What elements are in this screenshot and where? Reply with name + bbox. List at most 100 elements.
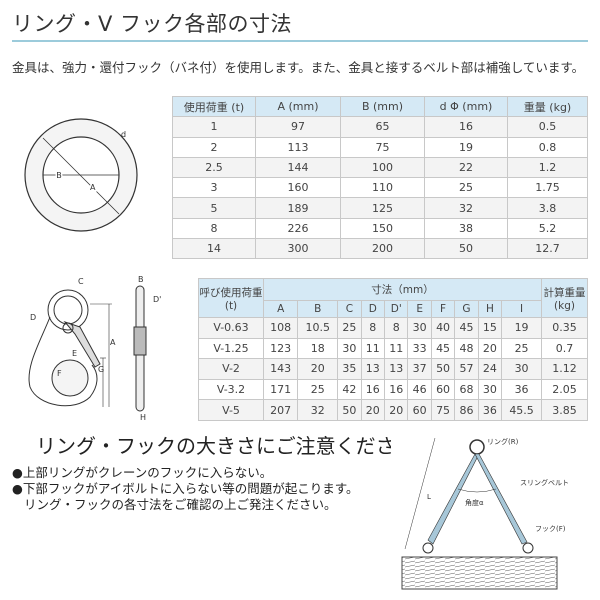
table-cell: 38	[424, 217, 508, 240]
ring-dimension-table: 使用荷重 (t) A (mm) B (mm) d Φ (mm) 重量 (kg) …	[172, 95, 588, 260]
dim-col-header: F	[430, 300, 456, 318]
table-cell: 12.7	[507, 238, 588, 260]
table-cell: 11	[360, 337, 386, 360]
table-row: V-2 143 20 35 13 13 37 50 57 24 30 1.12	[198, 358, 588, 380]
table-cell: V-1.25	[198, 337, 264, 360]
table-cell: 2.05	[541, 378, 588, 401]
hook-diagram: C D E F G A B D' H	[28, 275, 161, 422]
table-cell: 113	[255, 136, 341, 158]
table-cell: 18	[297, 337, 339, 360]
table-cell: 32	[297, 399, 339, 421]
table-cell: 0.8	[507, 136, 588, 158]
table-cell: 42	[337, 378, 362, 401]
table-cell: 1.2	[507, 156, 588, 179]
hook-label-h: H	[140, 413, 146, 422]
col-header: 使用荷重 (t)	[172, 95, 256, 118]
table-cell: V-3.2	[198, 378, 264, 401]
dim-col-header: D	[360, 300, 386, 318]
table-cell: 171	[262, 378, 299, 401]
table-cell: 25	[424, 177, 508, 199]
table-cell: 16	[384, 378, 409, 401]
table-cell: 22	[424, 156, 508, 179]
dim-col-header: H	[477, 300, 503, 318]
notice-bullet: ●上部リングがクレーンのフックに入らない。	[12, 465, 273, 480]
ring-label-b: B	[56, 171, 62, 180]
table-cell: 37	[407, 358, 432, 380]
table-row: 1 97 65 16 0.5	[172, 116, 588, 138]
load-header-unit: (t)	[224, 299, 238, 312]
table-cell: 2.5	[172, 156, 256, 179]
table-cell: 8	[172, 217, 256, 240]
table-cell: 30	[407, 317, 432, 339]
page-title: リング・V フック各部の寸法	[12, 12, 293, 36]
table-row: V-0.63 108 10.5 25 8 8 30 40 45 15 19 0.35	[198, 317, 588, 339]
table-cell: 2	[172, 136, 256, 158]
table-cell: 3.8	[507, 197, 588, 219]
weight-header-unit: (kg)	[554, 299, 575, 312]
table-cell: 35	[337, 358, 362, 380]
table-cell: 25	[337, 317, 362, 339]
table-cell: 150	[340, 217, 425, 240]
ring-diagram: B A d	[24, 118, 138, 232]
table-cell: 0.5	[507, 116, 588, 138]
dim-col-header: B	[297, 300, 339, 318]
weight-header: 計算重量 (kg)	[541, 278, 588, 318]
table-cell: 75	[340, 136, 425, 158]
table-cell: 60	[430, 378, 456, 401]
table-cell: 123	[262, 337, 299, 360]
table-cell: 189	[255, 197, 341, 219]
table-cell: 48	[454, 337, 479, 360]
dim-col-header: C	[337, 300, 362, 318]
table-cell: 226	[255, 217, 341, 240]
table-cell: V-2	[198, 358, 264, 380]
table-cell: 125	[340, 197, 425, 219]
table-cell: 65	[340, 116, 425, 138]
table-cell: 19	[501, 317, 542, 339]
title-divider	[12, 40, 588, 42]
table-cell: 40	[430, 317, 456, 339]
table-cell: 60	[407, 399, 432, 421]
table-cell: 36	[477, 399, 503, 421]
table-cell: 200	[340, 238, 425, 260]
col-header: B (mm)	[340, 95, 425, 118]
table-cell: 13	[384, 358, 409, 380]
sling-label-belt: スリングベルト	[520, 478, 569, 487]
table-cell: 30	[477, 378, 503, 401]
table-cell: 68	[454, 378, 479, 401]
hook-label-a: A	[110, 338, 116, 347]
table-cell: 33	[407, 337, 432, 360]
table-cell: 45	[454, 317, 479, 339]
table-cell: 97	[255, 116, 341, 138]
table-cell: 75	[430, 399, 456, 421]
table-cell: 0.35	[541, 317, 588, 339]
table-cell: 1.75	[507, 177, 588, 199]
ring-label-d: d	[121, 130, 126, 139]
col-header: d Φ (mm)	[424, 95, 508, 118]
table-cell: 100	[340, 156, 425, 179]
weight-header-label: 計算重量	[543, 286, 586, 299]
table-cell: 3.85	[541, 399, 588, 421]
table-cell: 15	[477, 317, 503, 339]
table-row: 2 113 75 19 0.8	[172, 136, 588, 158]
table-cell: 8	[360, 317, 386, 339]
dim-col-header: A	[262, 300, 299, 318]
table-cell: V-5	[198, 399, 264, 421]
table-cell: 50	[424, 238, 508, 260]
table-cell: 10.5	[297, 317, 339, 339]
col-header: A (mm)	[255, 95, 341, 118]
table-cell: 8	[384, 317, 409, 339]
table-cell: 50	[337, 399, 362, 421]
dim-col-header: D'	[384, 300, 409, 318]
table-cell: 19	[424, 136, 508, 158]
table-row: 8 226 150 38 5.2	[172, 217, 588, 240]
sling-label-angle: 角度α	[465, 498, 484, 507]
table-cell: 25	[501, 337, 542, 360]
table-cell: 50	[430, 358, 456, 380]
table-cell: 110	[340, 177, 425, 199]
ring-label-a: A	[90, 183, 96, 192]
table-cell: 160	[255, 177, 341, 199]
table-cell: 25	[297, 378, 339, 401]
table-row: V-5 207 32 50 20 20 60 75 86 36 45.5 3.85	[198, 399, 588, 421]
table-row: V-3.2 171 25 42 16 16 46 60 68 30 36 2.05	[198, 378, 588, 401]
hook-label-d: D	[30, 313, 36, 322]
